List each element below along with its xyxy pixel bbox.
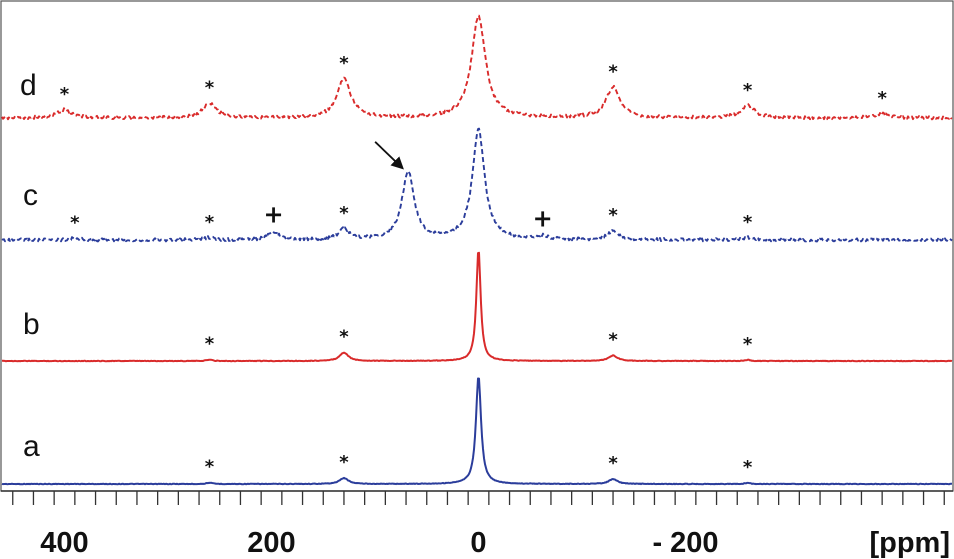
spectrum-label-a: a <box>23 430 40 463</box>
sideband-marker-a-0: * <box>339 452 349 473</box>
spectrum-trace-b <box>1 251 953 363</box>
spectrum-label-b: b <box>23 308 40 341</box>
plus-marker-c-2: + <box>264 200 284 228</box>
spectrum-trace-a <box>1 377 953 486</box>
peak-arrow <box>374 141 404 170</box>
sideband-marker-c-1: * <box>205 212 215 233</box>
spectrum-d: d * * * * * * <box>1 14 953 121</box>
sideband-marker-b-1: * <box>608 329 618 350</box>
spectrum-label-d: d <box>20 69 37 102</box>
sideband-marker-a-2: * <box>205 457 215 478</box>
x-tick-label-400: 400 <box>40 527 88 559</box>
sideband-marker-d-3: * <box>608 61 618 82</box>
spectrum-trace-d <box>1 14 953 121</box>
spectrum-label-c: c <box>23 179 38 212</box>
spectrum-c: c * * + * + * * <box>1 127 953 243</box>
spectrum-trace-c <box>1 127 953 243</box>
sideband-marker-b-3: * <box>743 334 753 355</box>
sideband-marker-b-2: * <box>205 334 215 355</box>
sideband-marker-d-5: * <box>877 88 887 109</box>
sideband-marker-a-3: * <box>743 457 753 478</box>
sideband-marker-d-2: * <box>339 53 349 74</box>
sideband-marker-a-1: * <box>608 453 618 474</box>
x-tick-label-0: 0 <box>470 527 486 559</box>
x-axis: 400 200 0 - 200 <box>1 490 953 559</box>
plus-marker-c-4: + <box>533 205 553 233</box>
sideband-marker-d-0: * <box>60 84 70 105</box>
x-tick-label-200: 200 <box>247 527 295 559</box>
sideband-marker-c-6: * <box>743 212 753 233</box>
spectrum-b: b * * * * <box>1 251 953 363</box>
x-tick-label--200: - 200 <box>652 527 718 559</box>
sideband-marker-c-0: * <box>70 212 80 233</box>
sideband-marker-c-3: * <box>339 203 349 224</box>
sideband-marker-b-0: * <box>339 327 349 348</box>
spectra-group: a * * * * b * * * * c * * + * + * * d * * * * * * <box>1 14 953 486</box>
sideband-marker-d-1: * <box>205 78 215 99</box>
spectrum-a: a * * * * <box>1 377 953 486</box>
x-axis-unit-label: [ppm] <box>869 527 950 559</box>
sideband-marker-d-4: * <box>743 80 753 101</box>
sideband-marker-c-5: * <box>608 205 618 226</box>
